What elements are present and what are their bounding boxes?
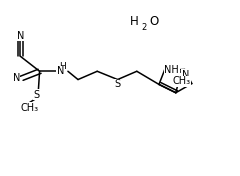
Text: H: H <box>59 62 66 71</box>
Text: CH₃: CH₃ <box>21 103 39 113</box>
Text: 2: 2 <box>142 23 147 32</box>
Text: S: S <box>114 80 121 89</box>
Text: N: N <box>17 31 24 40</box>
Text: N: N <box>182 70 189 80</box>
Text: CH₃: CH₃ <box>173 76 191 86</box>
Text: S: S <box>33 90 40 100</box>
Text: N: N <box>13 73 20 83</box>
Text: N: N <box>57 66 64 76</box>
Text: O: O <box>149 15 158 28</box>
Text: H: H <box>130 15 139 28</box>
Text: NH: NH <box>164 65 179 75</box>
